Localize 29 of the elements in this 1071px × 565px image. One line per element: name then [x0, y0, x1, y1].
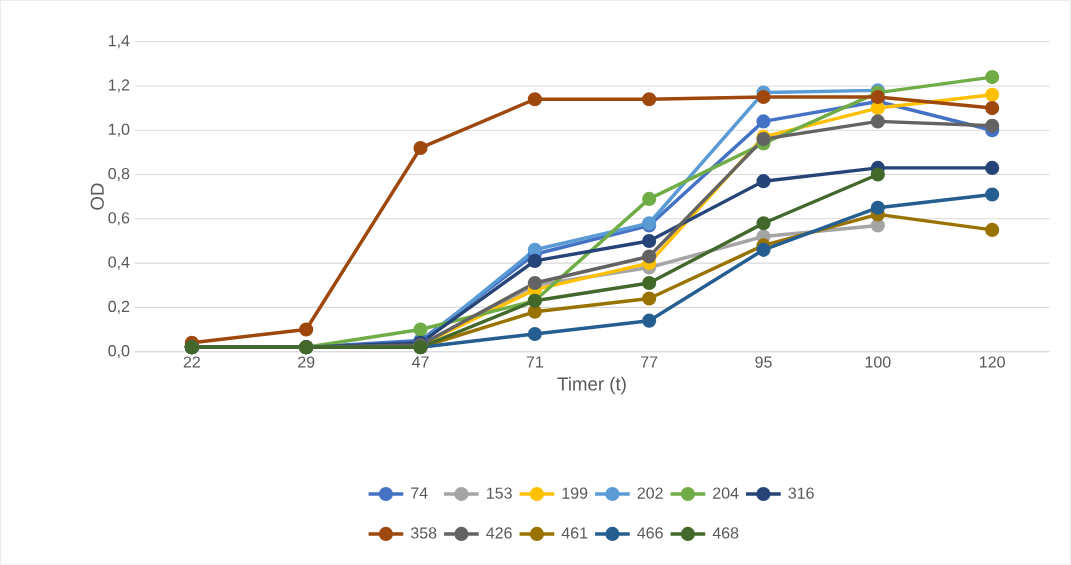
legend-label: 204 [713, 487, 739, 499]
x-tick-label: 22 [183, 356, 200, 368]
y-tick-label: 0,8 [108, 167, 130, 182]
x-tick-label: 71 [526, 356, 543, 368]
x-tick-label: 77 [641, 356, 658, 368]
legend-label: 468 [712, 527, 739, 539]
x-tick-label: 95 [755, 356, 772, 368]
y-tick-label: 1,2 [108, 79, 130, 93]
legend-label: 461 [561, 527, 588, 539]
legend-label: 74 [411, 487, 428, 499]
x-tick-label: 120 [980, 356, 1005, 368]
legend-label: 153 [487, 487, 512, 499]
legend-label: 202 [637, 487, 663, 499]
legend-label: 199 [562, 487, 588, 499]
legend-label: 426 [486, 527, 512, 539]
y-tick-label: 1,0 [108, 123, 130, 137]
x-tick-label: 47 [411, 356, 429, 368]
y-tick-label: 0,0 [108, 345, 130, 359]
y-axis-title: OD [90, 183, 104, 210]
y-tick-label: 0,4 [108, 256, 130, 270]
y-tick-label: 0,6 [108, 212, 130, 226]
y-tick-label: 0,2 [108, 300, 130, 314]
y-tick-label: 1,4 [108, 35, 130, 49]
legend-label: 466 [637, 527, 663, 539]
x-tick-label: 29 [298, 356, 315, 368]
legend-label: 358 [410, 527, 437, 539]
x-tick-label: 100 [865, 356, 891, 368]
legend-label: 316 [788, 487, 814, 499]
x-axis-title: Timer (t) [557, 376, 626, 395]
